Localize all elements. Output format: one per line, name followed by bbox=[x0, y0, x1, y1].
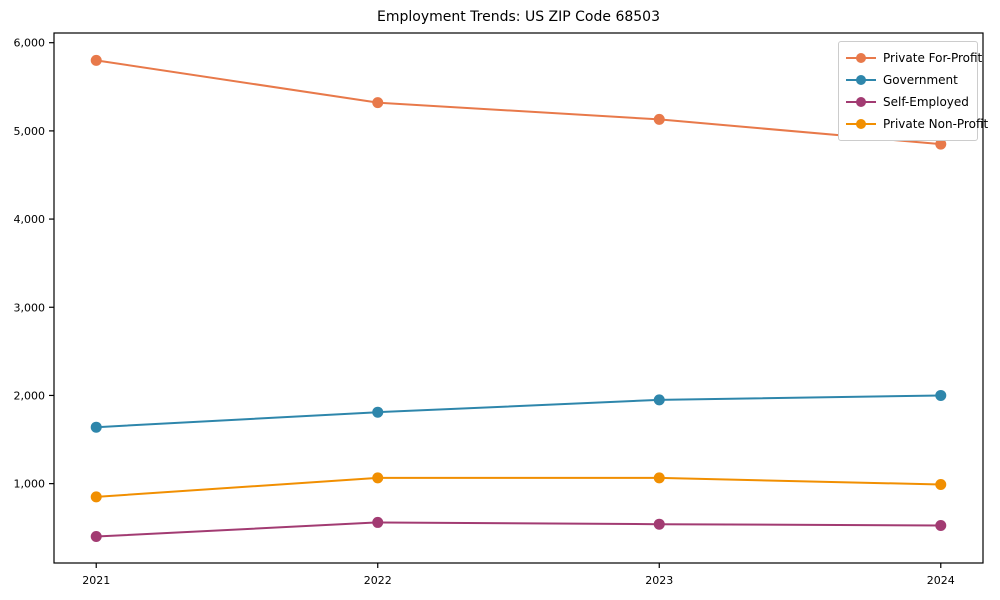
legend-label: Self-Employed bbox=[883, 95, 969, 109]
chart-title: Employment Trends: US ZIP Code 68503 bbox=[377, 9, 660, 25]
data-point-self-employed bbox=[653, 518, 665, 530]
data-point-private-for-profit bbox=[372, 97, 384, 109]
y-tick-label: 3,000 bbox=[14, 301, 46, 314]
data-point-government bbox=[653, 394, 665, 406]
legend: Private For-Profit Government Self-Employe… bbox=[838, 41, 988, 141]
legend-label: Government bbox=[883, 73, 958, 87]
data-point-self-employed bbox=[935, 520, 947, 532]
y-tick-label: 1,000 bbox=[14, 478, 46, 491]
data-point-private-for-profit bbox=[653, 113, 665, 125]
legend-item: Private For-Profit bbox=[846, 47, 982, 69]
data-point-private-non-profit bbox=[90, 491, 102, 503]
legend-line-marker-icon bbox=[846, 74, 876, 86]
legend-line-marker-icon bbox=[846, 96, 876, 108]
data-point-private-non-profit bbox=[372, 472, 384, 484]
y-tick-label: 2,000 bbox=[14, 389, 46, 402]
x-tick-label: 2022 bbox=[364, 574, 392, 587]
legend-item: Private Non-Profit bbox=[846, 113, 988, 135]
data-point-self-employed bbox=[90, 531, 102, 543]
data-point-private-non-profit bbox=[935, 479, 947, 491]
axes-frame bbox=[53, 32, 984, 564]
y-tick-label: 5,000 bbox=[14, 125, 46, 138]
legend-marker-dot bbox=[856, 119, 866, 129]
legend-item: Self-Employed bbox=[846, 91, 969, 113]
plot-line-private-for-profit bbox=[96, 59, 941, 146]
data-point-private-for-profit bbox=[90, 54, 102, 66]
legend-marker-dot bbox=[856, 75, 866, 85]
data-point-government bbox=[372, 406, 384, 418]
y-tick-label: 4,000 bbox=[14, 213, 46, 226]
plot-line-private-non-profit bbox=[96, 476, 941, 498]
legend-marker-dot bbox=[856, 97, 866, 107]
data-point-government bbox=[935, 389, 947, 401]
legend-label: Private Non-Profit bbox=[883, 117, 989, 131]
legend-item: Government bbox=[846, 69, 969, 91]
legend-line-marker-icon bbox=[846, 118, 876, 130]
x-tick-label: 2023 bbox=[645, 574, 673, 587]
x-tick-label: 2021 bbox=[82, 574, 110, 587]
plot-line-self-employed bbox=[96, 521, 941, 538]
data-point-private-for-profit bbox=[935, 138, 947, 150]
data-point-private-non-profit bbox=[653, 472, 665, 484]
legend-label: Private For-Profit bbox=[883, 51, 983, 65]
plot-line-government bbox=[96, 394, 941, 429]
legend-marker-dot bbox=[856, 53, 866, 63]
y-tick-label: 6,000 bbox=[14, 37, 46, 50]
data-point-government bbox=[90, 421, 102, 433]
data-point-self-employed bbox=[372, 516, 384, 528]
legend-line-marker-icon bbox=[846, 52, 876, 64]
x-tick-label: 2024 bbox=[927, 574, 955, 587]
